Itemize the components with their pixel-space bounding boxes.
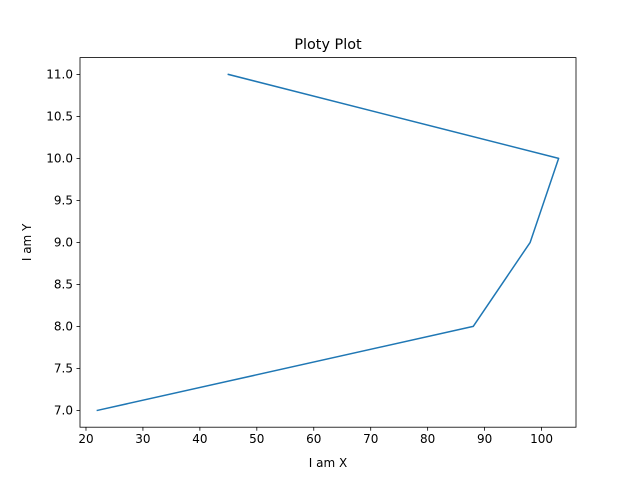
series-line xyxy=(96,73,560,412)
x-axis-title: I am X xyxy=(309,456,347,470)
y-tick-label: 10.0 xyxy=(46,152,73,166)
x-tick-label: 30 xyxy=(135,432,150,446)
x-tick-label: 60 xyxy=(306,432,321,446)
y-axis-title: I am Y xyxy=(20,223,34,261)
chart-title: Ploty Plot xyxy=(294,37,362,53)
x-tick-label: 40 xyxy=(192,432,207,446)
y-tick-label: 9.0 xyxy=(54,236,73,250)
y-tick-label: 7.0 xyxy=(54,404,73,418)
y-tick-label: 7.5 xyxy=(54,362,73,376)
y-tick-label: 8.5 xyxy=(54,278,73,292)
y-tick-label: 8.0 xyxy=(54,320,73,334)
y-tick-label: 11.0 xyxy=(46,68,73,82)
plot-area xyxy=(96,73,560,412)
y-tick-label: 10.5 xyxy=(46,110,73,124)
x-tick-label: 20 xyxy=(78,432,93,446)
x-axis: 20 30 40 50 60 70 80 90 100 xyxy=(78,427,553,446)
x-tick-label: 70 xyxy=(363,432,378,446)
y-axis: 7.0 7.5 8.0 8.5 9.0 9.5 10.0 10.5 11.0 xyxy=(46,68,80,418)
x-tick-label: 80 xyxy=(420,432,435,446)
x-tick-label: 90 xyxy=(477,432,492,446)
x-tick-label: 50 xyxy=(249,432,264,446)
x-tick-label: 100 xyxy=(530,432,553,446)
y-tick-label: 9.5 xyxy=(54,194,73,208)
